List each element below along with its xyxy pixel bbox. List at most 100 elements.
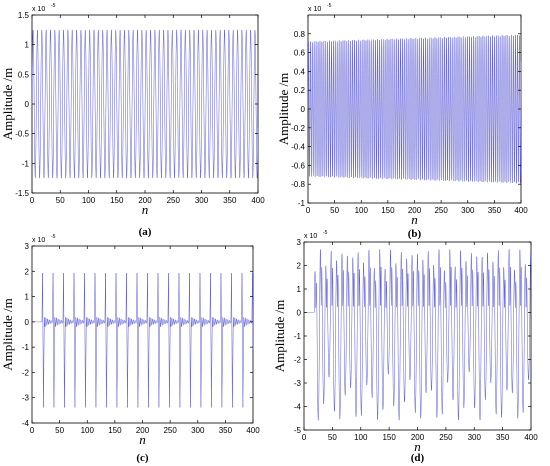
- x-tick-label: 50: [330, 206, 339, 215]
- y-tick-label: -4: [22, 419, 30, 428]
- x-tick-label: 300: [461, 206, 475, 215]
- x-axis-label: n: [142, 202, 149, 217]
- panel-caption: (a): [139, 226, 152, 238]
- x-tick-label: 0: [30, 196, 35, 205]
- x-tick-label: 150: [110, 196, 124, 205]
- x-tick-label: 100: [81, 426, 95, 435]
- y-tick-label: -1: [298, 199, 306, 208]
- y-tick-label: 0: [25, 318, 30, 327]
- x-tick-label: 150: [381, 206, 395, 215]
- x-tick-label: 200: [408, 206, 422, 215]
- x-tick-label: 250: [167, 196, 181, 205]
- y-axis-label: Amplitude /m: [272, 300, 287, 373]
- x-tick-label: 200: [411, 433, 425, 442]
- x-tick-label: 50: [328, 433, 337, 442]
- x-tick-label: 100: [354, 433, 368, 442]
- y-tick-label: -1: [294, 332, 302, 341]
- y-exponent-label: x 10: [308, 6, 321, 13]
- x-axis-label: n: [411, 212, 418, 227]
- x-tick-label: 400: [246, 426, 260, 435]
- panel-c: 0 50 100 150 200 250 300 350 400 -4 -3 -2 -1 0 1 2 3x 10…: [0, 234, 260, 464]
- x-tick-label: 0: [306, 206, 311, 215]
- y-exponent-label: x 10: [304, 233, 317, 240]
- panel-d: 0 50 100 150 200 250 300 350 400 -5 -4 -3 -2 -1 0 1 2 3x …: [272, 230, 538, 464]
- y-tick-label: -3: [294, 379, 302, 388]
- y-tick-label: 2: [297, 262, 302, 271]
- y-exponent-label: x 10: [32, 237, 45, 244]
- y-tick-label: 1.5: [18, 11, 30, 20]
- x-tick-label: 350: [496, 433, 510, 442]
- plot-frame: [31, 245, 254, 424]
- x-tick-label: 400: [251, 196, 265, 205]
- x-tick-label: 150: [108, 426, 122, 435]
- plot-frame: [303, 241, 532, 431]
- series-line-amplitude: [32, 273, 254, 408]
- y-tick-label: -3: [22, 394, 30, 403]
- y-tick-label: -0.6: [291, 161, 305, 170]
- x-axis-label: n: [139, 432, 146, 447]
- y-tick-label: 3: [25, 242, 30, 251]
- x-axis-label: n: [414, 439, 421, 454]
- y-tick-label: -1.5: [15, 189, 29, 198]
- y-axis-label: Amplitude /m: [0, 68, 15, 141]
- y-tick-label: -0.5: [15, 130, 29, 139]
- x-tick-label: 350: [219, 426, 233, 435]
- x-tick-label: 250: [439, 433, 453, 442]
- series-line-amplitude: [31, 29, 259, 179]
- y-tick-label: 1: [25, 41, 30, 50]
- y-exponent-label: x 10: [32, 6, 45, 13]
- y-tick-label: 0: [25, 100, 30, 109]
- panel-a: 0 50 100 150 200 250 300 350 400 -1.5 -1 -0.5 0 0.5 1 1…: [0, 3, 265, 238]
- y-tick-label: 0.2: [294, 86, 306, 95]
- series-line-amplitude: [307, 34, 522, 184]
- panel-caption: (b): [408, 228, 422, 240]
- y-tick-label: -4: [294, 403, 302, 412]
- x-tick-label: 0: [302, 433, 307, 442]
- y-tick-label: 0.8: [294, 30, 306, 39]
- y-axis-label: Amplitude /m: [0, 298, 15, 371]
- y-exponent-power: -5: [323, 230, 328, 236]
- x-tick-label: 300: [468, 433, 482, 442]
- y-exponent-power: -5: [51, 3, 56, 9]
- x-tick-label: 50: [55, 426, 64, 435]
- y-tick-label: -1: [22, 343, 30, 352]
- y-tick-label: -0.2: [291, 124, 305, 133]
- panel-b: 0 50 100 150 200 250 300 350 400 -1 -0.8 -0.6 -0.4 -0…: [276, 3, 528, 240]
- y-tick-label: 3: [297, 238, 302, 247]
- x-tick-label: 150: [382, 433, 396, 442]
- y-tick-label: -0.4: [291, 143, 305, 152]
- x-tick-label: 350: [223, 196, 237, 205]
- y-tick-label: 0.6: [294, 49, 306, 58]
- x-tick-label: 100: [82, 196, 96, 205]
- y-exponent-power: -5: [327, 3, 332, 9]
- x-tick-label: 200: [136, 426, 150, 435]
- y-exponent-power: -5: [51, 234, 56, 240]
- y-tick-label: -2: [294, 356, 302, 365]
- y-tick-label: 0.4: [294, 67, 306, 76]
- y-tick-label: 0.5: [18, 70, 30, 79]
- y-axis-label: Amplitude /m: [276, 73, 291, 146]
- y-tick-label: 0: [297, 309, 302, 318]
- y-tick-label: -5: [294, 426, 302, 435]
- x-tick-label: 300: [195, 196, 209, 205]
- y-tick-label: 0: [301, 105, 306, 114]
- panel-caption: (c): [136, 452, 149, 464]
- y-tick-label: -1: [22, 159, 30, 168]
- y-tick-label: -0.8: [291, 180, 305, 189]
- y-tick-label: 1: [25, 293, 30, 302]
- x-tick-label: 350: [488, 206, 502, 215]
- y-tick-label: 2: [25, 267, 30, 276]
- x-tick-label: 250: [434, 206, 448, 215]
- x-tick-label: 250: [163, 426, 177, 435]
- x-tick-label: 50: [56, 196, 65, 205]
- x-tick-label: 400: [524, 433, 538, 442]
- x-tick-label: 400: [514, 206, 528, 215]
- x-tick-label: 0: [30, 426, 35, 435]
- x-tick-label: 200: [138, 196, 152, 205]
- y-tick-label: 1: [297, 285, 302, 294]
- x-tick-label: 100: [355, 206, 369, 215]
- y-tick-label: -2: [22, 368, 30, 377]
- series-line-amplitude: [304, 249, 532, 421]
- panel-caption: (d): [411, 452, 425, 464]
